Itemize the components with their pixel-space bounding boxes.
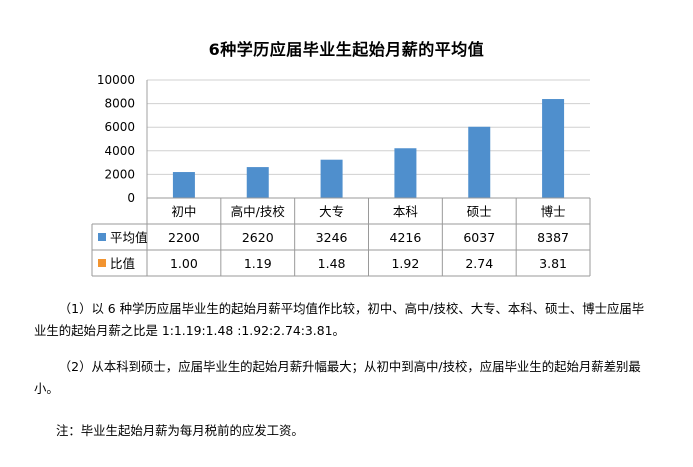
x-category-label: 硕士 [467,204,492,219]
bar [542,99,565,198]
y-tick-label: 10000 [97,73,135,87]
y-tick-label: 6000 [104,120,135,134]
data-label: 2.74 [465,256,493,271]
data-label: 4216 [390,230,422,245]
data-label: 1.92 [391,256,419,271]
legend-key [98,259,106,267]
x-category-label: 大专 [319,204,344,219]
y-tick-label: 0 [127,191,135,205]
chart-title: 6种学历应届毕业生起始月薪的平均值 [208,40,485,59]
bar [320,159,343,198]
y-tick-label: 2000 [104,167,135,181]
data-label: 2620 [242,230,274,245]
data-label: 3.81 [539,256,567,271]
data-label: 1.19 [244,256,272,271]
gridlines [146,79,590,199]
data-label: 2200 [168,230,200,245]
legend-label: 比值 [110,256,135,271]
data-label: 3246 [316,230,348,245]
bar [394,148,417,198]
paragraph-1: （1）以 6 种学历应届毕业生的起始月薪平均值作比较，初中、高中/技校、大专、本… [34,301,645,338]
data-label: 1.48 [318,256,346,271]
data-label: 1.00 [170,256,198,271]
y-tick-label: 8000 [104,97,135,111]
x-category-label: 初中 [171,204,196,219]
bar [172,172,195,198]
x-category-label: 本科 [393,204,419,219]
y-tick-label: 4000 [104,144,135,158]
x-category-label: 博士 [541,204,566,219]
x-category-label: 高中/技校 [231,204,286,219]
bar [246,167,269,198]
data-label: 6037 [463,230,495,245]
paragraph-2: （2）从本科到硕士，应届毕业生的起始月薪升幅最大；从初中到高中/技校，应届毕业生… [34,359,641,396]
bar [468,126,491,198]
bars [172,99,565,198]
footnote: 注：毕业生起始月薪为每月税前的应发工资。 [56,423,304,438]
data-label: 8387 [537,230,569,245]
legend-label: 平均值 [110,230,148,245]
y-axis-ticks: 0 2000 4000 6000 8000 10000 [97,73,135,205]
legend-key [98,233,106,241]
bar-chart: 0 2000 4000 6000 8000 10000 初中 高中/技校 大专 本科 硕士 博士平均… [91,73,591,277]
